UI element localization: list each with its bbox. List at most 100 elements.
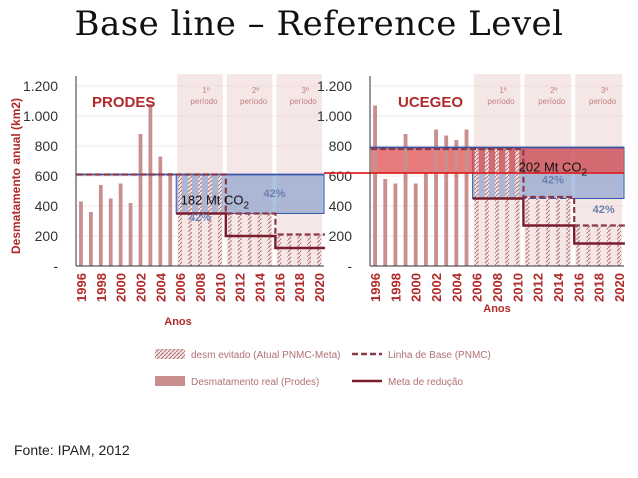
prodes-bar-2001 (128, 203, 133, 266)
prodes-annotation-3: 42% (263, 188, 285, 200)
prodes-avoided-bar-2007 (188, 174, 192, 266)
ucegeo-bar-1998 (393, 183, 398, 266)
legend-label-actual: Desmatamento real (Prodes) (191, 377, 319, 388)
ucegeo-x-tick-label-2008: 2008 (490, 273, 505, 302)
ucegeo-avoided-bar-2019 (606, 225, 611, 266)
prodes-avoided-bar-2020 (317, 234, 321, 266)
prodes-avoided-bar-2017 (287, 234, 292, 266)
ucegeo-avoided-bar-2020 (616, 225, 621, 266)
prodes-period-label-num-1: 1º (202, 86, 209, 95)
prodes-avoided-bar-2014 (257, 213, 262, 266)
prodes-panel-title: PRODES (92, 94, 155, 111)
prodes-bar-2003 (148, 104, 153, 266)
ucegeo-y-tick-label-400: 400 (329, 198, 353, 214)
prodes-x-tick-label-2016: 2016 (272, 273, 287, 302)
prodes-x-tick-label-2020: 2020 (312, 273, 327, 302)
prodes-bar-1996 (79, 201, 83, 266)
ucegeo-panel-title: UCEGEO (398, 94, 463, 111)
ucegeo-avoided-bar-2014 (556, 197, 560, 266)
ucegeo-target-line (472, 197, 625, 245)
ucegeo-x-tick-label-2020: 2020 (612, 273, 627, 302)
ucegeo-avoided-bar-2017 (586, 225, 591, 266)
ucegeo-annotation-3: 42% (593, 204, 615, 216)
prodes-avoided-bar-2015 (267, 213, 272, 266)
ucegeo-avoided-bar-2018 (596, 225, 601, 266)
ucegeo-period-label-num-2: 2º (550, 86, 557, 95)
prodes-bar-2004 (158, 156, 163, 266)
prodes-avoided-bar-2016 (277, 234, 282, 266)
prodes-annotation-2: 182 Mt CO2 (181, 193, 250, 212)
prodes-bar-1997 (88, 212, 93, 266)
ucegeo-period-label-text-3: período (589, 97, 617, 106)
ucegeo-avoided-bar-2011 (525, 197, 530, 266)
ucegeo-x-tick-label-2016: 2016 (571, 273, 586, 302)
prodes-target-line (176, 212, 326, 250)
prodes-x-tick-label-2006: 2006 (173, 273, 188, 302)
ucegeo-avoided-bar-2007 (484, 149, 489, 266)
prodes-y-tick-label-1200: 1.200 (23, 78, 58, 94)
prodes-annotation-1: 42% (189, 212, 211, 224)
prodes-bar-1998 (98, 185, 103, 266)
ucegeo-x-tick-label-2018: 2018 (592, 273, 607, 302)
prodes-avoided-bar-2006 (178, 174, 183, 266)
prodes-avoided-bar-2012 (237, 213, 242, 266)
ucegeo-x-tick-label-1998: 1998 (388, 273, 403, 302)
prodes-x-tick-label-2002: 2002 (133, 273, 148, 302)
slide-title: Base line – Reference Level (74, 4, 564, 44)
ucegeo-bar-2004 (454, 140, 459, 266)
ucegeo-avoided-bar-2016 (576, 225, 581, 266)
ucegeo-period-label-num-1: 1º (499, 86, 506, 95)
prodes-period-label-text-3: período (290, 97, 318, 106)
ucegeo-avoided-bar-2008 (495, 149, 499, 266)
legend-label-avoided: desm evitado (Atual PNMC-Meta) (191, 350, 341, 361)
prodes-x-tick-label-2014: 2014 (253, 272, 268, 302)
prodes-annotation-sub-2: 2 (244, 201, 250, 212)
prodes-avoided-bar-2008 (198, 174, 202, 266)
ucegeo-x-tick-label-2012: 2012 (531, 273, 546, 302)
source-note: Fonte: IPAM, 2012 (14, 442, 130, 458)
ucegeo-bar-1997 (383, 179, 388, 266)
ucegeo-bar-2005 (464, 129, 469, 266)
ucegeo-y-tick-label-600: 600 (329, 168, 353, 184)
prodes-x-tick-label-2018: 2018 (292, 273, 307, 302)
ucegeo-period-label-num-3: 3º (601, 86, 608, 95)
prodes-avoided-bar-2009 (208, 174, 212, 266)
ucegeo-y-tick-label-200: 200 (329, 228, 353, 244)
ucegeo-period-label-text-2: período (538, 97, 566, 106)
legend-swatch-actual (155, 376, 185, 386)
legend-label-baseline: Linha de Base (PNMC) (388, 350, 491, 361)
prodes-avoided-bar-2013 (247, 213, 252, 266)
ucegeo-x-tick-label-2006: 2006 (470, 273, 485, 302)
prodes-bar-2000 (118, 183, 123, 266)
prodes-y-tick-label-1000: 1.000 (23, 108, 58, 124)
prodes-x-tick-label-2010: 2010 (213, 273, 228, 302)
y-axis-label: Desmatamento anual (km2) (9, 98, 23, 254)
legend-label-target: Meta de redução (388, 377, 463, 388)
ucegeo-avoided-bar-2013 (545, 197, 550, 266)
prodes-bar-2002 (138, 134, 143, 266)
ucegeo-annotation-sub-1: 2 (582, 168, 588, 179)
ucegeo-y-tick-label-1200: 1.200 (317, 78, 352, 94)
ucegeo-bar-2000 (413, 183, 418, 266)
ucegeo-avoided-bar-2015 (566, 197, 571, 266)
prodes-period-label-num-3: 3º (302, 86, 309, 95)
prodes-avoided-bar-2010 (217, 174, 222, 266)
ucegeo-y-tick-label-0: - (347, 258, 352, 274)
legend-swatch-avoided (155, 349, 185, 359)
prodes-y-tick-label-0: - (53, 258, 58, 274)
ucegeo-baseline-line (371, 147, 625, 227)
ucegeo-x-axis-label: Anos (483, 303, 511, 315)
ucegeo-x-tick-label-1996: 1996 (368, 273, 383, 302)
prodes-bar-2005 (168, 173, 173, 266)
ucegeo-period-label-text-1: período (487, 97, 515, 106)
prodes-y-tick-label-800: 800 (35, 138, 59, 154)
prodes-y-tick-label-200: 200 (35, 228, 59, 244)
prodes-x-tick-label-1996: 1996 (74, 273, 89, 302)
ucegeo-avoided-bar-2012 (535, 197, 540, 266)
prodes-period-label-num-2: 2º (252, 86, 259, 95)
ucegeo-avoided-bar-2009 (505, 149, 510, 266)
prodes-x-axis-label: Anos (164, 316, 192, 328)
prodes-x-tick-label-2000: 2000 (114, 273, 129, 302)
ucegeo-bar-2001 (423, 170, 428, 266)
